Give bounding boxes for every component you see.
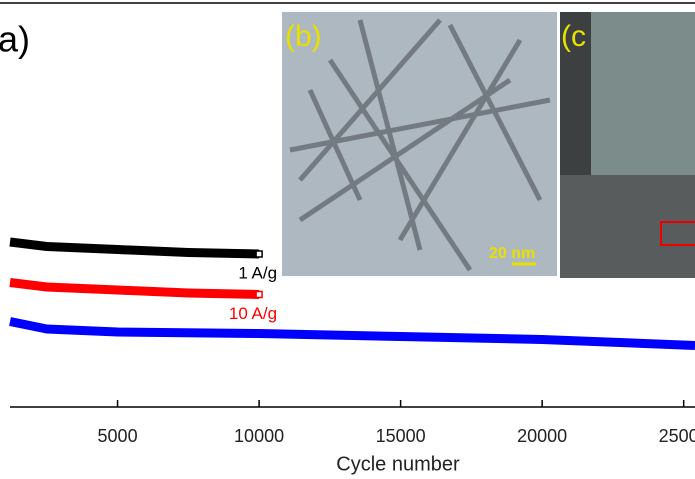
inset-b: (b) 20 nm bbox=[282, 12, 557, 276]
nanorods bbox=[289, 18, 551, 272]
end-marker bbox=[255, 250, 263, 258]
x-tick-label: 20000 bbox=[517, 426, 567, 446]
series-line bbox=[9, 237, 260, 259]
inset-c: (c bbox=[560, 12, 695, 278]
end-marker bbox=[255, 290, 263, 299]
x-tick-label: 10000 bbox=[234, 426, 284, 446]
x-tick-label: 25000 bbox=[659, 426, 695, 446]
inset-b-label: (b) bbox=[285, 20, 322, 53]
x-tick-label: 15000 bbox=[376, 426, 426, 446]
scale-bar-label: 20 nm bbox=[489, 245, 535, 262]
inset-c-cover bbox=[591, 12, 695, 175]
lattice bbox=[560, 175, 695, 278]
x-axis-label: Cycle number bbox=[336, 453, 460, 475]
series-label: 10 A/g bbox=[229, 304, 277, 323]
highlight-box bbox=[660, 221, 695, 246]
series-line bbox=[9, 278, 260, 299]
series-line bbox=[9, 317, 695, 350]
panel-label: a) bbox=[0, 19, 30, 60]
x-tick-label: 5000 bbox=[98, 426, 138, 446]
series-label: 1 A/g bbox=[238, 263, 277, 282]
inset-c-label: (c bbox=[561, 20, 586, 53]
